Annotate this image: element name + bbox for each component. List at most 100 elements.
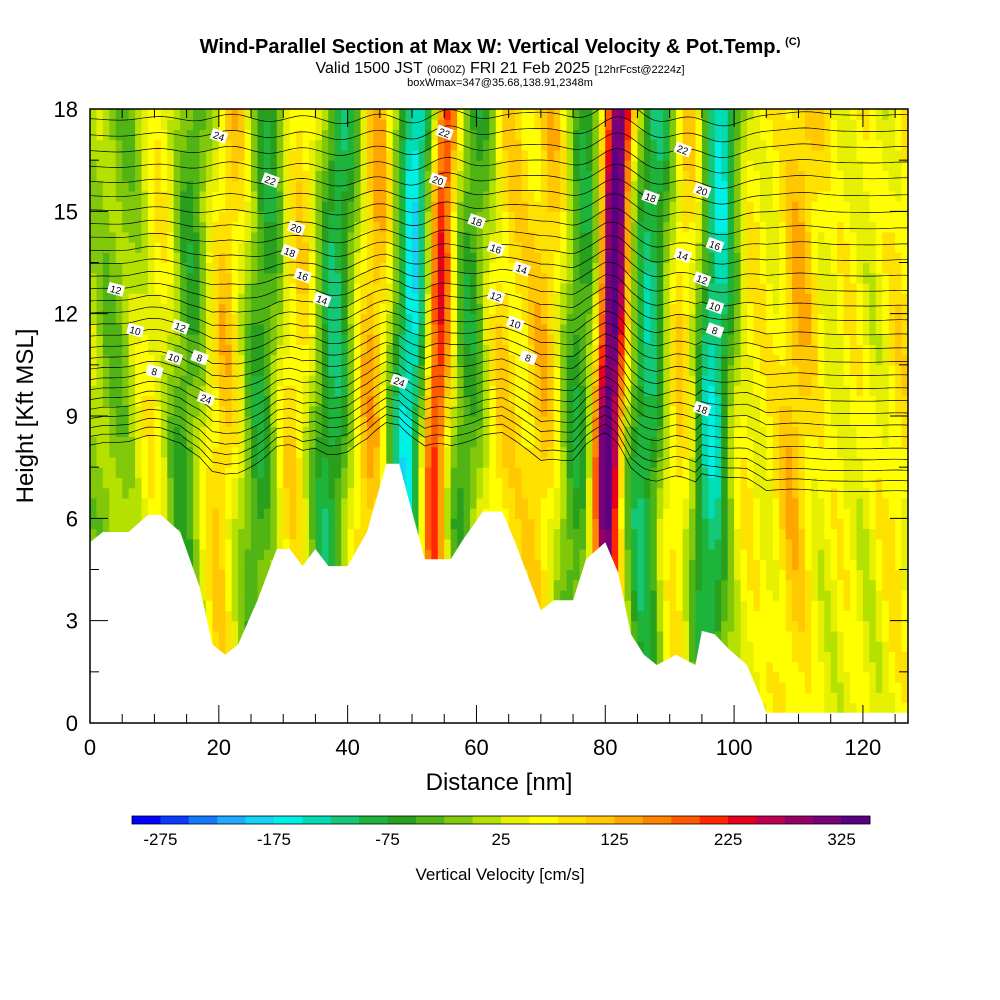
velocity-cell (321, 190, 329, 202)
velocity-cell (141, 456, 149, 468)
velocity-cell (424, 180, 432, 192)
velocity-cell (315, 508, 323, 519)
velocity-cell (418, 231, 426, 243)
velocity-cell (540, 334, 548, 345)
velocity-cell (476, 170, 484, 182)
velocity-cell (302, 344, 310, 356)
velocity-cell (341, 334, 349, 345)
velocity-cell (225, 119, 233, 131)
velocity-cell (547, 180, 555, 192)
velocity-cell (573, 477, 581, 489)
velocity-cell (437, 477, 445, 489)
velocity-cell (347, 344, 355, 356)
velocity-cell (218, 487, 226, 499)
velocity-cell (585, 416, 593, 427)
velocity-cell (128, 467, 136, 478)
velocity-cell (251, 354, 259, 366)
velocity-cell (251, 221, 259, 233)
velocity-cell (328, 262, 336, 274)
velocity-cell (534, 487, 542, 499)
velocity-cell (193, 170, 201, 182)
velocity-cell (263, 497, 271, 509)
velocity-cell (244, 170, 252, 182)
velocity-cell (521, 231, 529, 243)
velocity-cell (302, 364, 310, 376)
velocity-cell (605, 334, 613, 345)
velocity-cell (334, 497, 342, 509)
velocity-cell (257, 139, 265, 151)
velocity-cell (592, 303, 600, 315)
velocity-cell (115, 405, 123, 417)
velocity-cell (167, 405, 175, 417)
velocity-cell (566, 405, 574, 417)
velocity-cell (354, 211, 362, 223)
velocity-cell (366, 282, 374, 294)
velocity-cell (502, 252, 510, 264)
velocity-cell (122, 497, 130, 509)
velocity-cell (238, 630, 246, 642)
velocity-cell (431, 160, 439, 171)
velocity-cell (489, 416, 497, 427)
velocity-cell (611, 375, 619, 386)
velocity-cell (231, 211, 239, 223)
velocity-cell (585, 129, 593, 141)
velocity-cell (431, 231, 439, 243)
velocity-cell (412, 467, 420, 478)
velocity-cell (463, 375, 471, 386)
velocity-cell (283, 119, 291, 131)
velocity-cell (573, 395, 581, 407)
velocity-cell (289, 323, 297, 335)
velocity-cell (147, 149, 156, 161)
velocity-cell (450, 405, 458, 417)
velocity-cell (412, 160, 420, 171)
velocity-cell (122, 385, 130, 397)
velocity-cell (444, 282, 452, 294)
velocity-cell (386, 293, 394, 305)
velocity-cell (566, 201, 574, 212)
velocity-cell (128, 119, 136, 131)
velocity-cell (160, 446, 168, 458)
velocity-cell (315, 303, 323, 315)
velocity-cell (270, 385, 278, 397)
velocity-cell (354, 477, 362, 489)
velocity-cell (379, 201, 387, 212)
velocity-cell (418, 109, 426, 120)
velocity-cell (128, 416, 136, 427)
velocity-cell (566, 518, 574, 530)
velocity-cell (540, 282, 548, 294)
velocity-cell (334, 436, 342, 448)
velocity-cell (283, 467, 291, 478)
velocity-cell (373, 160, 381, 171)
velocity-cell (444, 456, 452, 468)
velocity-cell (231, 221, 239, 233)
velocity-cell (495, 405, 503, 417)
velocity-cell (412, 129, 420, 141)
velocity-cell (431, 252, 439, 264)
velocity-cell (482, 467, 490, 478)
velocity-cell (354, 456, 362, 468)
velocity-cell (366, 497, 374, 509)
velocity-cell (566, 446, 574, 458)
velocity-cell (611, 456, 619, 468)
velocity-cell (540, 579, 548, 591)
velocity-cell (263, 487, 271, 499)
velocity-cell (289, 190, 297, 202)
velocity-cell (386, 344, 394, 356)
velocity-cell (167, 180, 175, 192)
velocity-cell (257, 272, 265, 284)
velocity-cell (308, 436, 317, 448)
velocity-cell (585, 293, 593, 305)
velocity-cell (276, 497, 284, 509)
velocity-cell (386, 221, 394, 233)
velocity-cell (585, 508, 593, 519)
velocity-cell (611, 160, 619, 171)
velocity-cell (521, 538, 529, 550)
velocity-cell (122, 487, 130, 499)
velocity-cell (444, 487, 452, 499)
velocity-cell (96, 201, 104, 212)
velocity-cell (379, 313, 387, 325)
velocity-cell (502, 477, 510, 489)
velocity-cell (341, 549, 349, 560)
velocity-cell (205, 589, 213, 601)
velocity-cell (115, 303, 123, 315)
